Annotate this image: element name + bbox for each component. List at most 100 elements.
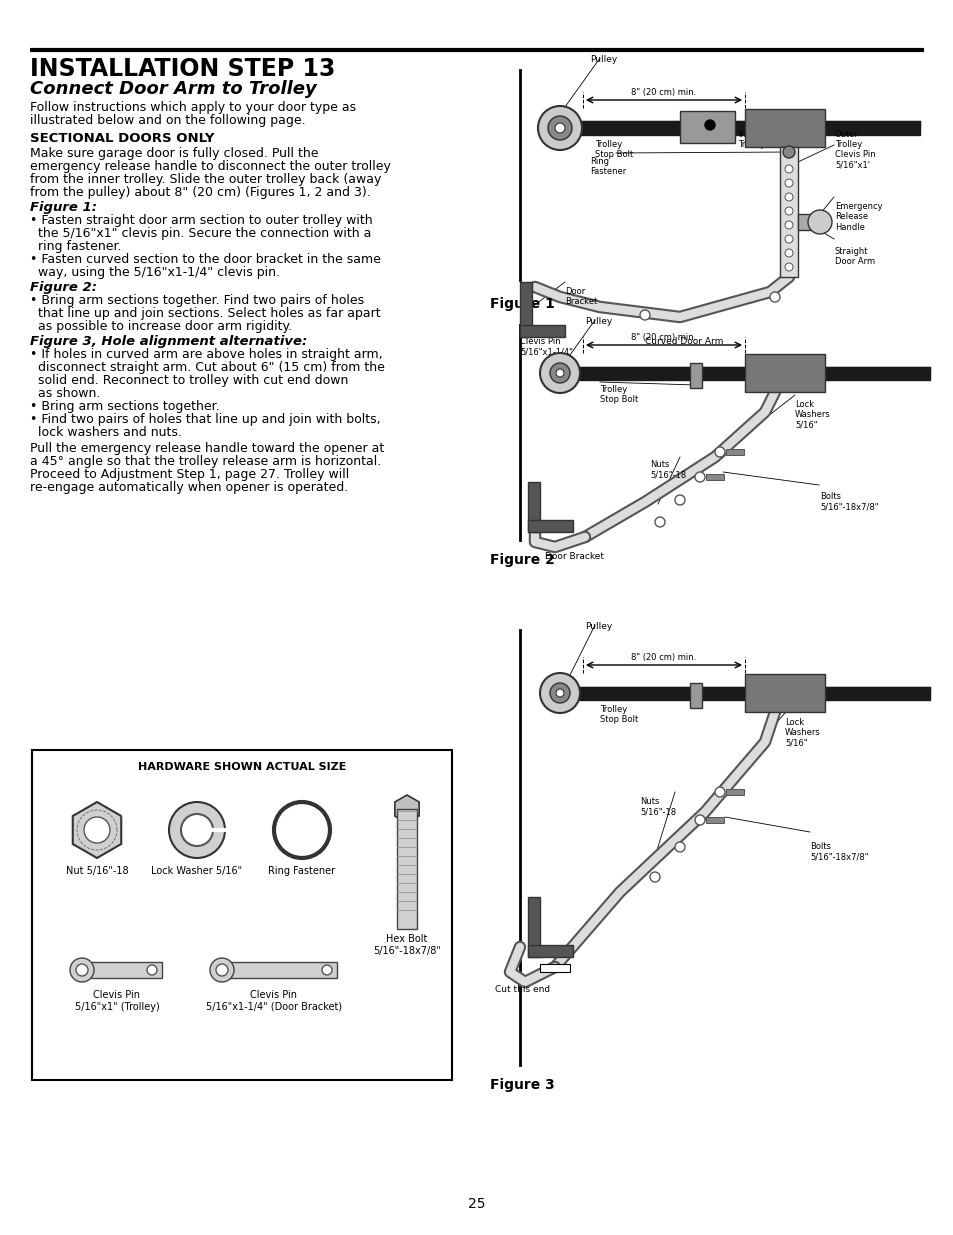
Bar bbox=[222, 962, 336, 978]
Circle shape bbox=[539, 673, 579, 713]
Text: Emergency
Release
Handle: Emergency Release Handle bbox=[834, 203, 882, 232]
Bar bbox=[527, 897, 539, 957]
Text: 25: 25 bbox=[468, 1197, 485, 1212]
Bar bbox=[744, 354, 824, 391]
Text: Lock Washer 5/16": Lock Washer 5/16" bbox=[152, 866, 242, 876]
Text: Connect Door Arm to Trolley: Connect Door Arm to Trolley bbox=[30, 80, 316, 98]
Bar bbox=[797, 214, 820, 230]
Text: solid end. Reconnect to trolley with cut end down: solid end. Reconnect to trolley with cut… bbox=[30, 374, 348, 387]
Text: Inner
Trolley: Inner Trolley bbox=[738, 130, 764, 149]
Text: from the pulley) about 8" (20 cm) (Figures 1, 2 and 3).: from the pulley) about 8" (20 cm) (Figur… bbox=[30, 186, 371, 199]
Bar bbox=[527, 520, 573, 532]
Text: Follow instructions which apply to your door type as: Follow instructions which apply to your … bbox=[30, 101, 355, 114]
Bar bbox=[725, 789, 743, 795]
Circle shape bbox=[147, 965, 157, 974]
Circle shape bbox=[181, 814, 213, 846]
Circle shape bbox=[784, 235, 792, 243]
Bar bbox=[689, 363, 701, 388]
Bar bbox=[32, 750, 452, 1079]
Bar bbox=[689, 683, 701, 708]
Text: Curved Door Arm: Curved Door Arm bbox=[644, 337, 722, 346]
Bar bbox=[725, 450, 743, 454]
Text: Lock
Washers
5/16": Lock Washers 5/16" bbox=[794, 400, 830, 430]
Text: Hex Bolt
5/16"-18x7/8": Hex Bolt 5/16"-18x7/8" bbox=[373, 934, 440, 956]
Text: Figure 1:: Figure 1: bbox=[30, 201, 97, 214]
Circle shape bbox=[784, 179, 792, 186]
Circle shape bbox=[714, 787, 724, 797]
Text: Figure 1: Figure 1 bbox=[490, 296, 555, 311]
Bar bbox=[744, 674, 824, 713]
Text: Figure 2:: Figure 2: bbox=[30, 282, 97, 294]
Circle shape bbox=[210, 958, 233, 982]
Text: as possible to increase door arm rigidity.: as possible to increase door arm rigidit… bbox=[30, 320, 292, 333]
Text: Straight
Door Arm: Straight Door Arm bbox=[834, 247, 874, 267]
Bar bbox=[679, 111, 734, 143]
Text: Bolts
5/16"-18x7/8": Bolts 5/16"-18x7/8" bbox=[820, 492, 878, 511]
Text: Ring Fastener: Ring Fastener bbox=[268, 866, 335, 876]
Circle shape bbox=[555, 124, 564, 133]
Bar bbox=[539, 965, 569, 972]
Text: a 45° angle so that the trolley release arm is horizontal.: a 45° angle so that the trolley release … bbox=[30, 454, 381, 468]
Text: re-engage automatically when opener is operated.: re-engage automatically when opener is o… bbox=[30, 480, 348, 494]
Circle shape bbox=[76, 965, 88, 976]
Circle shape bbox=[714, 447, 724, 457]
Circle shape bbox=[169, 802, 225, 858]
Polygon shape bbox=[72, 802, 121, 858]
Text: Nuts
5/16"-18: Nuts 5/16"-18 bbox=[649, 459, 685, 479]
Text: Trolley
Stop Bolt: Trolley Stop Bolt bbox=[599, 385, 638, 404]
Text: Clevis Pin
5/16"x1" (Trolley): Clevis Pin 5/16"x1" (Trolley) bbox=[74, 990, 159, 1011]
Text: Nut 5/16"-18: Nut 5/16"-18 bbox=[66, 866, 128, 876]
Text: Figure 3, Hole alignment alternative:: Figure 3, Hole alignment alternative: bbox=[30, 335, 307, 348]
Circle shape bbox=[539, 353, 579, 393]
Text: Proceed to Adjustment Step 1, page 27. Trolley will: Proceed to Adjustment Step 1, page 27. T… bbox=[30, 468, 349, 480]
Text: ring fastener.: ring fastener. bbox=[30, 240, 121, 253]
Circle shape bbox=[695, 815, 704, 825]
Text: HARDWARE SHOWN ACTUAL SIZE: HARDWARE SHOWN ACTUAL SIZE bbox=[137, 762, 346, 772]
Text: Lock
Washers
5/16": Lock Washers 5/16" bbox=[784, 718, 820, 748]
Circle shape bbox=[274, 802, 330, 858]
Circle shape bbox=[322, 965, 332, 974]
Bar bbox=[705, 818, 723, 823]
Bar bbox=[527, 945, 573, 957]
Circle shape bbox=[550, 683, 569, 703]
Bar bbox=[396, 809, 416, 929]
Circle shape bbox=[537, 106, 581, 149]
Circle shape bbox=[639, 310, 649, 320]
Text: • Bring arm sections together. Find two pairs of holes: • Bring arm sections together. Find two … bbox=[30, 294, 364, 308]
Text: the 5/16"x1" clevis pin. Secure the connection with a: the 5/16"x1" clevis pin. Secure the conn… bbox=[30, 227, 371, 240]
Text: • Find two pairs of holes that line up and join with bolts,: • Find two pairs of holes that line up a… bbox=[30, 412, 380, 426]
Circle shape bbox=[695, 472, 704, 482]
Text: SECTIONAL DOORS ONLY: SECTIONAL DOORS ONLY bbox=[30, 132, 214, 144]
Circle shape bbox=[655, 517, 664, 527]
Circle shape bbox=[550, 363, 569, 383]
Text: Door
Bracket: Door Bracket bbox=[564, 287, 597, 306]
Text: • Fasten straight door arm section to outer trolley with: • Fasten straight door arm section to ou… bbox=[30, 214, 373, 227]
Bar bbox=[519, 282, 532, 337]
Text: 8" (20 cm) min.: 8" (20 cm) min. bbox=[631, 88, 696, 98]
Bar bbox=[550, 121, 919, 135]
Circle shape bbox=[556, 369, 563, 377]
Bar bbox=[780, 147, 797, 277]
Circle shape bbox=[284, 811, 319, 848]
Circle shape bbox=[784, 165, 792, 173]
Circle shape bbox=[649, 872, 659, 882]
Bar bbox=[705, 474, 723, 480]
Circle shape bbox=[784, 221, 792, 228]
Text: 8" (20 cm) min.: 8" (20 cm) min. bbox=[631, 653, 696, 662]
Circle shape bbox=[675, 842, 684, 852]
Text: Pulley: Pulley bbox=[584, 317, 612, 326]
Text: INSTALLATION STEP 13: INSTALLATION STEP 13 bbox=[30, 57, 335, 82]
Circle shape bbox=[675, 495, 684, 505]
Circle shape bbox=[784, 249, 792, 257]
Circle shape bbox=[70, 958, 94, 982]
Text: Door Bracket: Door Bracket bbox=[544, 552, 603, 561]
Text: Bolts
5/16"-18x7/8": Bolts 5/16"-18x7/8" bbox=[809, 842, 867, 861]
Bar bbox=[550, 367, 929, 373]
Text: Clevis Pin
5/16"x1-1/4": Clevis Pin 5/16"x1-1/4" bbox=[519, 337, 572, 357]
Text: Outer
Trolley: Outer Trolley bbox=[834, 130, 862, 149]
Text: that line up and join sections. Select holes as far apart: that line up and join sections. Select h… bbox=[30, 308, 380, 320]
Text: Pulley: Pulley bbox=[589, 56, 617, 64]
Text: way, using the 5/16"x1-1/4" clevis pin.: way, using the 5/16"x1-1/4" clevis pin. bbox=[30, 266, 280, 279]
Text: disconnect straight arm. Cut about 6" (15 cm) from the: disconnect straight arm. Cut about 6" (1… bbox=[30, 361, 384, 374]
Text: Pull the emergency release handle toward the opener at: Pull the emergency release handle toward… bbox=[30, 442, 384, 454]
